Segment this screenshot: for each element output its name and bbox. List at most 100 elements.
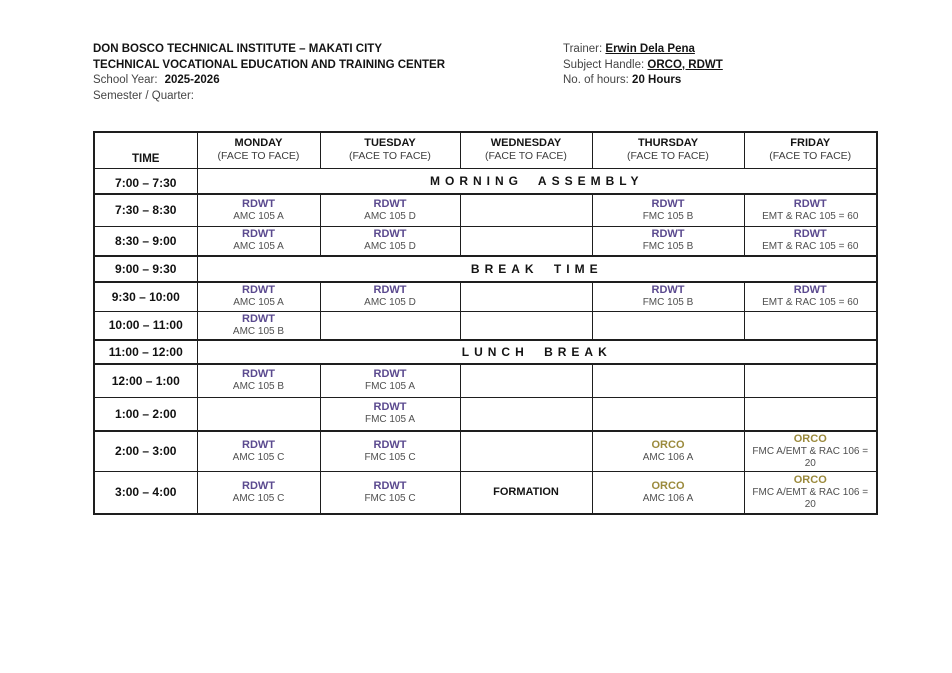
table-row: 2:00 – 3:00 RDWT AMC 105 C RDWT FMC 105 C ORC… [93, 429, 878, 472]
subject-label: RDWT [373, 401, 407, 414]
schedule-cell [743, 310, 878, 340]
schedule-cell: RDWT FMC 105 B [591, 193, 745, 227]
table-row: 7:30 – 8:30 RDWT AMC 105 A RDWT AMC 105 D RDW… [93, 193, 878, 227]
subject-label: FORMATION [493, 485, 559, 498]
class-detail: FMC A/EMT & RAC 106 = 20 [752, 445, 869, 469]
schedule-cell [459, 225, 593, 257]
schedule-cell [591, 363, 745, 398]
class-detail: AMC 105 C [232, 451, 285, 463]
col-header-thursday: THURSDAY (FACE TO FACE) [591, 131, 745, 169]
morning-assembly-cell: MORNING ASSEMBLY [196, 167, 878, 195]
school-year-line: School Year: 2025-2026 [93, 73, 445, 89]
schedule-cell: RDWT AMC 105 B [196, 310, 321, 340]
class-detail: AMC 105 B [232, 381, 285, 393]
day-mode: (FACE TO FACE) [769, 150, 852, 163]
schedule-cell: ORCO FMC A/EMT & RAC 106 = 20 [743, 470, 878, 515]
schedule-cell [591, 397, 745, 431]
time-cell: 9:00 – 9:30 [93, 255, 198, 283]
subject-label: RDWT [373, 479, 407, 492]
subject-label: RDWT [373, 197, 407, 210]
col-header-monday: MONDAY (FACE TO FACE) [196, 131, 321, 169]
col-header-wednesday: WEDNESDAY (FACE TO FACE) [459, 131, 593, 169]
table-row: 8:30 – 9:00 RDWT AMC 105 A RDWT AMC 105 D RDW… [93, 225, 878, 257]
subject-label: RDWT [373, 368, 407, 381]
subject-label: RDWT [651, 197, 685, 210]
time-cell: 2:00 – 3:00 [93, 429, 198, 472]
subject-handle-label: Subject Handle: [563, 58, 645, 71]
subject-label: RDWT [651, 228, 685, 241]
semester-line: Semester / Quarter: [93, 89, 445, 105]
schedule-cell: ORCO FMC A/EMT & RAC 106 = 20 [743, 429, 878, 472]
schedule-cell [196, 397, 321, 431]
schedule-cell: RDWT AMC 105 C [196, 429, 321, 472]
trainer-value: Erwin Dela Pena [605, 43, 695, 55]
subject-label: RDWT [242, 197, 275, 210]
time-cell: 9:30 – 10:00 [93, 281, 198, 312]
day-name: THURSDAY [637, 137, 699, 150]
time-cell: 7:00 – 7:30 [93, 167, 198, 195]
trainer-label: Trainer: [563, 43, 603, 55]
subject-label: RDWT [373, 228, 407, 241]
day-mode: (FACE TO FACE) [627, 150, 709, 163]
subject-label: RDWT [373, 438, 407, 451]
schedule-cell [459, 363, 593, 398]
day-mode: (FACE TO FACE) [485, 150, 567, 163]
hours-label: No. of hours: [563, 74, 629, 86]
class-detail: FMC 105 C [364, 451, 416, 463]
schedule-cell: RDWT AMC 105 D [319, 281, 461, 312]
schedule-cell [459, 429, 593, 472]
time-cell: 12:00 – 1:00 [93, 363, 198, 398]
class-detail: AMC 105 B [232, 325, 285, 337]
table-row: 10:00 – 11:00 RDWT AMC 105 B [93, 310, 878, 340]
schedule-cell: RDWT FMC 105 A [319, 363, 461, 398]
schedule-cell: RDWT FMC 105 C [319, 429, 461, 472]
day-mode: (FACE TO FACE) [349, 150, 431, 163]
schedule-cell [459, 397, 593, 431]
subject-label: RDWT [242, 284, 275, 297]
semester-label: Semester / Quarter: [93, 89, 194, 102]
schedule-cell [591, 310, 745, 340]
class-detail: AMC 106 A [642, 451, 694, 463]
schedule-cell: RDWT AMC 105 D [319, 225, 461, 257]
table-row: 3:00 – 4:00 RDWT AMC 105 C RDWT FMC 105 C FOR… [93, 470, 878, 515]
table-row: 11:00 – 12:00 LUNCH BREAK [93, 338, 878, 365]
schedule-cell [459, 281, 593, 312]
class-detail: AMC 105 A [233, 297, 284, 309]
schedule-cell [743, 397, 878, 431]
subject-label: RDWT [242, 479, 275, 492]
time-cell: 7:30 – 8:30 [93, 193, 198, 227]
time-cell: 3:00 – 4:00 [93, 470, 198, 515]
class-detail: AMC 105 C [232, 492, 285, 504]
class-detail: EMT & RAC 105 = 60 [762, 210, 859, 222]
subject-label: ORCO [651, 438, 685, 451]
subject-label: RDWT [793, 284, 827, 297]
table-row: 1:00 – 2:00 RDWT FMC 105 A [93, 397, 878, 431]
subject-label: RDWT [242, 368, 275, 381]
day-name: FRIDAY [790, 137, 831, 150]
subject-label: RDWT [242, 228, 275, 241]
lunch-break-cell: LUNCH BREAK [196, 338, 878, 365]
schedule-cell: RDWT FMC 105 C [319, 470, 461, 515]
col-header-friday: FRIDAY (FACE TO FACE) [743, 131, 878, 169]
schedule-cell: RDWT AMC 105 D [319, 193, 461, 227]
class-detail: FMC A/EMT & RAC 106 = 20 [752, 486, 869, 510]
schedule-cell: RDWT EMT & RAC 105 = 60 [743, 193, 878, 227]
schedule-cell [459, 193, 593, 227]
trainer-header: Trainer: Erwin Dela Pena Subject Handle:… [563, 42, 723, 89]
hours-value: 20 Hours [632, 74, 682, 86]
subject-handle-line: Subject Handle: ORCO, RDWT [563, 58, 723, 74]
class-detail: AMC 105 D [364, 241, 416, 253]
schedule-cell: RDWT AMC 105 A [196, 193, 321, 227]
col-header-tuesday: TUESDAY (FACE TO FACE) [319, 131, 461, 169]
table-row: 7:00 – 7:30 MORNING ASSEMBLY [93, 167, 878, 195]
day-name: MONDAY [234, 137, 283, 150]
schedule-cell: RDWT FMC 105 B [591, 281, 745, 312]
subject-label: RDWT [793, 228, 827, 241]
schedule-cell: RDWT AMC 105 B [196, 363, 321, 398]
class-detail: AMC 106 A [642, 492, 694, 504]
time-cell: 11:00 – 12:00 [93, 338, 198, 365]
class-detail: FMC 105 B [642, 297, 694, 309]
schedule-table: TIME MONDAY (FACE TO FACE) TUESDAY (FACE TO … [93, 131, 878, 515]
schedule-cell: RDWT EMT & RAC 105 = 60 [743, 281, 878, 312]
table-row: 12:00 – 1:00 RDWT AMC 105 B RDWT FMC 105 A [93, 363, 878, 398]
